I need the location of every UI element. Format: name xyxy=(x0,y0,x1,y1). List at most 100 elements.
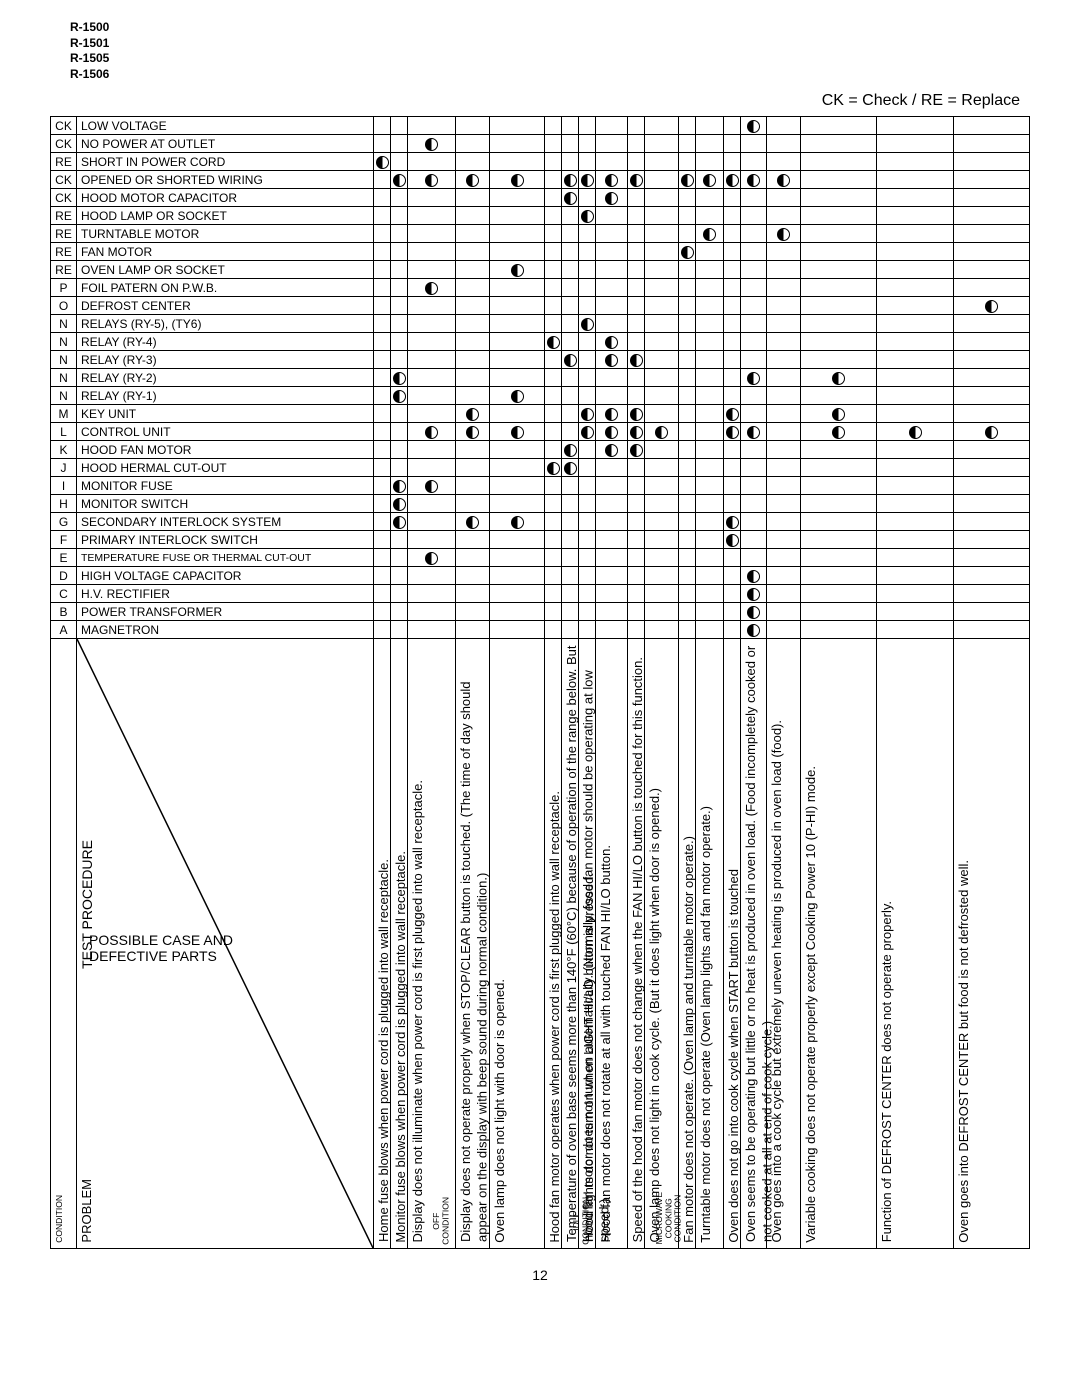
mark-cell xyxy=(953,423,1029,441)
mark-cell xyxy=(456,153,490,171)
mark-cell xyxy=(490,477,545,495)
mark-cell xyxy=(679,531,696,549)
part-name: TEMPERATURE FUSE OR THERMAL CUT-OUT xyxy=(77,549,374,567)
mark-cell xyxy=(456,243,490,261)
mark-cell xyxy=(490,603,545,621)
mark-cell xyxy=(490,243,545,261)
mark-cell xyxy=(741,333,767,351)
mark-cell xyxy=(877,513,953,531)
mark-cell xyxy=(767,603,801,621)
part-name: PRIMARY INTERLOCK SWITCH xyxy=(77,531,374,549)
mark-cell xyxy=(696,333,724,351)
mark-cell xyxy=(545,621,562,639)
test-code: RE xyxy=(51,243,77,261)
test-code: CK xyxy=(51,135,77,153)
mark-cell xyxy=(391,495,408,513)
mark-cell xyxy=(596,531,628,549)
mark-cell xyxy=(579,477,596,495)
check-dot-icon xyxy=(581,318,594,331)
mark-cell xyxy=(645,261,679,279)
mark-cell xyxy=(391,531,408,549)
mark-cell xyxy=(679,261,696,279)
mark-cell xyxy=(628,369,645,387)
mark-cell xyxy=(767,513,801,531)
part-row: LCONTROL UNIT xyxy=(51,423,1030,441)
mark-cell xyxy=(953,459,1029,477)
model-number: R-1501 xyxy=(70,36,1030,52)
mark-cell xyxy=(562,135,579,153)
part-name: CONTROL UNIT xyxy=(77,423,374,441)
mark-cell xyxy=(679,441,696,459)
check-dot-icon xyxy=(747,570,760,583)
part-name: H.V. RECTIFIER xyxy=(77,585,374,603)
mark-cell xyxy=(741,567,767,585)
mark-cell xyxy=(408,189,456,207)
mark-cell xyxy=(724,153,741,171)
mark-cell xyxy=(408,513,456,531)
check-dot-icon xyxy=(393,480,406,493)
part-name: MONITOR FUSE xyxy=(77,477,374,495)
mark-cell xyxy=(596,153,628,171)
mark-cell xyxy=(408,135,456,153)
mark-cell xyxy=(801,513,877,531)
mark-cell xyxy=(645,153,679,171)
part-name: RELAY (RY-4) xyxy=(77,333,374,351)
mark-cell xyxy=(645,225,679,243)
mark-cell xyxy=(645,189,679,207)
part-row: IMONITOR FUSE xyxy=(51,477,1030,495)
check-dot-icon xyxy=(726,534,739,547)
mark-cell xyxy=(391,243,408,261)
mark-cell xyxy=(596,423,628,441)
mark-cell xyxy=(953,207,1029,225)
mark-cell xyxy=(767,315,801,333)
check-dot-icon xyxy=(630,174,643,187)
mark-cell xyxy=(579,549,596,567)
mark-cell xyxy=(391,585,408,603)
mark-cell xyxy=(679,603,696,621)
problem-description: Temperature of oven base seems more than… xyxy=(562,639,579,1249)
mark-cell xyxy=(679,621,696,639)
mark-cell xyxy=(391,207,408,225)
check-dot-icon xyxy=(393,498,406,511)
mark-cell xyxy=(596,279,628,297)
mark-cell xyxy=(596,459,628,477)
test-code: RE xyxy=(51,261,77,279)
check-dot-icon xyxy=(726,174,739,187)
mark-cell xyxy=(490,423,545,441)
condition-group-label: IDLE CONDITION xyxy=(572,1197,591,1245)
test-code: A xyxy=(51,621,77,639)
mark-cell xyxy=(391,315,408,333)
mark-cell xyxy=(679,207,696,225)
mark-cell xyxy=(408,369,456,387)
check-dot-icon xyxy=(630,426,643,439)
mark-cell xyxy=(596,189,628,207)
problem-description: Oven does not go into cook cycle when ST… xyxy=(724,639,741,1249)
mark-cell xyxy=(877,279,953,297)
mark-cell xyxy=(953,153,1029,171)
check-dot-icon xyxy=(832,426,845,439)
mark-cell xyxy=(374,117,391,135)
mark-cell xyxy=(408,387,456,405)
mark-cell xyxy=(562,189,579,207)
part-name: OPENED OR SHORTED WIRING xyxy=(77,171,374,189)
mark-cell xyxy=(562,513,579,531)
check-dot-icon xyxy=(564,462,577,475)
mark-cell xyxy=(579,369,596,387)
mark-cell xyxy=(374,423,391,441)
mark-cell xyxy=(391,261,408,279)
mark-cell xyxy=(645,171,679,189)
part-name: SECONDARY INTERLOCK SYSTEM xyxy=(77,513,374,531)
part-name: KEY UNIT xyxy=(77,405,374,423)
check-dot-icon xyxy=(425,282,438,295)
check-dot-icon xyxy=(909,426,922,439)
mark-cell xyxy=(953,333,1029,351)
mark-cell xyxy=(562,441,579,459)
mark-cell xyxy=(696,369,724,387)
mark-cell xyxy=(596,441,628,459)
mark-cell xyxy=(456,189,490,207)
mark-cell xyxy=(645,567,679,585)
mark-cell xyxy=(374,405,391,423)
mark-cell xyxy=(391,225,408,243)
mark-cell xyxy=(696,243,724,261)
problem-description: Function of DEFROST CENTER does not oper… xyxy=(877,639,953,1249)
